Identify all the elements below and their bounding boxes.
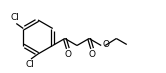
Text: Cl: Cl	[26, 60, 34, 69]
Text: O: O	[89, 49, 96, 58]
Text: O: O	[102, 40, 109, 49]
Text: Cl: Cl	[11, 14, 20, 22]
Text: O: O	[64, 49, 71, 58]
